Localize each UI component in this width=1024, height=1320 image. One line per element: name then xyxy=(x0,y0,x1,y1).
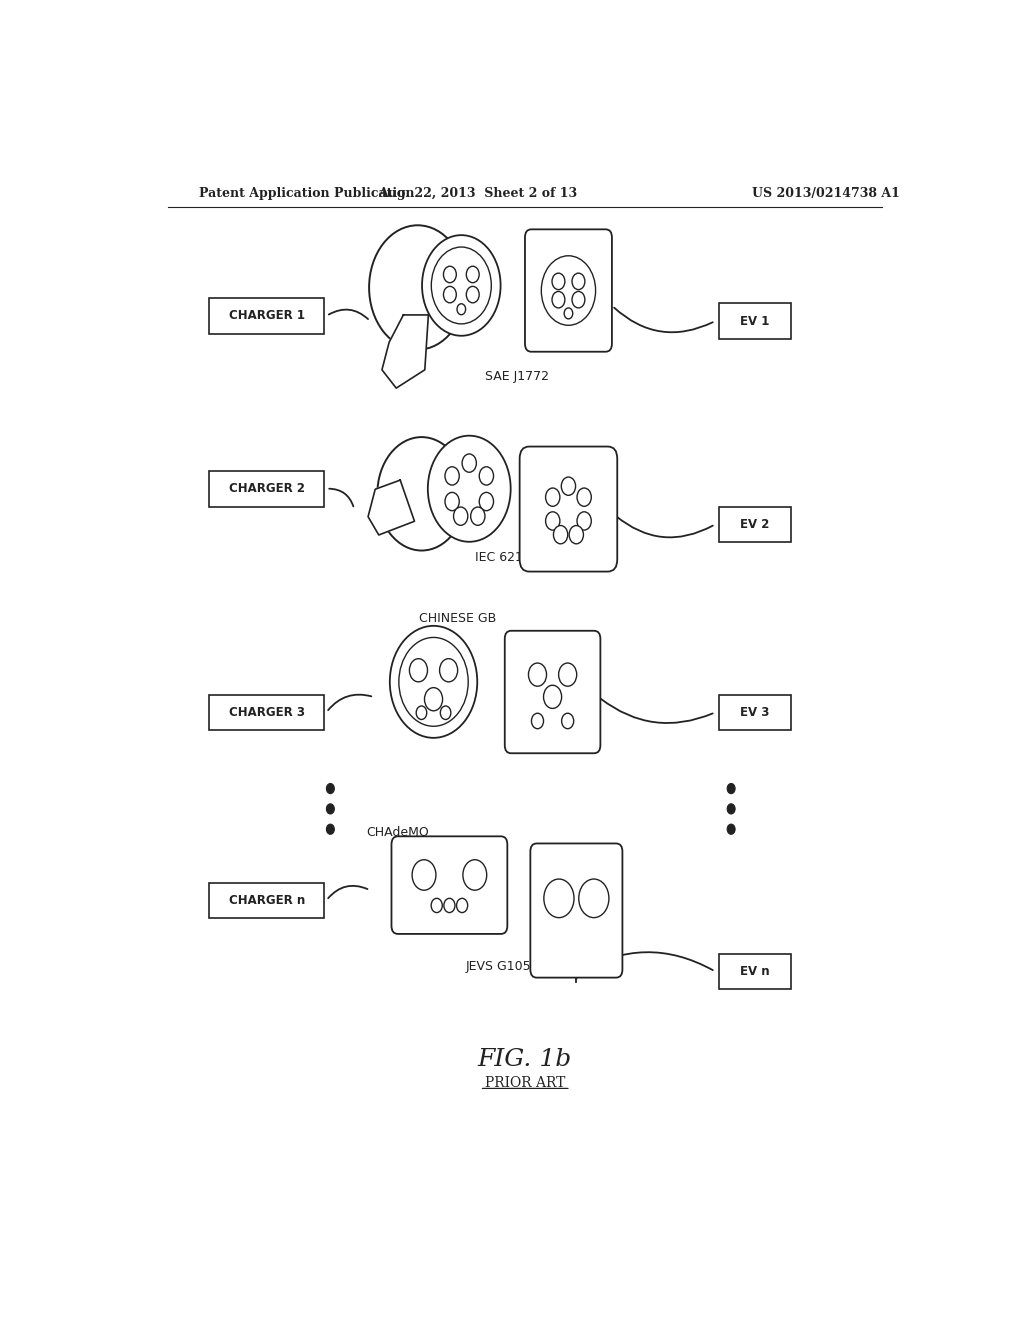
Text: CHINESE GB: CHINESE GB xyxy=(419,612,496,626)
Text: PRIOR ART: PRIOR ART xyxy=(484,1076,565,1090)
Circle shape xyxy=(577,512,591,531)
Circle shape xyxy=(727,784,735,793)
Circle shape xyxy=(412,859,436,890)
Text: IEC 62196 - 3: IEC 62196 - 3 xyxy=(475,552,559,565)
FancyBboxPatch shape xyxy=(209,883,325,919)
FancyBboxPatch shape xyxy=(505,631,600,754)
Text: Aug. 22, 2013  Sheet 2 of 13: Aug. 22, 2013 Sheet 2 of 13 xyxy=(378,187,577,201)
Circle shape xyxy=(327,784,335,793)
Circle shape xyxy=(431,899,442,912)
Circle shape xyxy=(327,824,335,834)
Circle shape xyxy=(443,899,455,912)
FancyBboxPatch shape xyxy=(391,837,507,935)
Circle shape xyxy=(454,507,468,525)
Circle shape xyxy=(466,286,479,302)
Circle shape xyxy=(431,247,492,323)
Circle shape xyxy=(378,437,466,550)
Circle shape xyxy=(457,304,466,314)
Text: FIG. 1b: FIG. 1b xyxy=(477,1048,572,1072)
Circle shape xyxy=(466,267,479,282)
Circle shape xyxy=(572,273,585,289)
Circle shape xyxy=(463,859,486,890)
FancyBboxPatch shape xyxy=(519,446,617,572)
Text: EV 3: EV 3 xyxy=(740,706,770,719)
Circle shape xyxy=(531,713,544,729)
Circle shape xyxy=(399,638,468,726)
Text: EV 1: EV 1 xyxy=(740,314,770,327)
Circle shape xyxy=(528,663,547,686)
Text: US 2013/0214738 A1: US 2013/0214738 A1 xyxy=(753,187,900,201)
Circle shape xyxy=(416,706,427,719)
FancyBboxPatch shape xyxy=(209,298,325,334)
Circle shape xyxy=(544,685,561,709)
Polygon shape xyxy=(382,315,428,388)
Circle shape xyxy=(443,286,457,302)
Circle shape xyxy=(561,477,575,495)
Circle shape xyxy=(439,659,458,682)
FancyBboxPatch shape xyxy=(719,507,791,543)
Circle shape xyxy=(479,467,494,484)
Circle shape xyxy=(462,454,476,473)
Circle shape xyxy=(542,256,596,325)
Text: EV n: EV n xyxy=(740,965,770,978)
Circle shape xyxy=(544,879,574,917)
Text: EV 2: EV 2 xyxy=(740,517,770,531)
Circle shape xyxy=(553,525,567,544)
Polygon shape xyxy=(368,480,415,535)
Circle shape xyxy=(577,488,591,507)
Circle shape xyxy=(552,273,565,289)
Circle shape xyxy=(564,308,572,319)
Circle shape xyxy=(561,713,573,729)
FancyBboxPatch shape xyxy=(209,694,325,730)
Circle shape xyxy=(572,292,585,308)
Circle shape xyxy=(546,512,560,531)
Circle shape xyxy=(552,292,565,308)
Text: CHARGER n: CHARGER n xyxy=(228,894,305,907)
Circle shape xyxy=(546,488,560,507)
Text: CHARGER 2: CHARGER 2 xyxy=(229,482,305,495)
Circle shape xyxy=(457,899,468,912)
Circle shape xyxy=(445,492,459,511)
Circle shape xyxy=(410,659,427,682)
Circle shape xyxy=(559,663,577,686)
Circle shape xyxy=(471,507,485,525)
Circle shape xyxy=(579,879,609,917)
FancyBboxPatch shape xyxy=(209,471,325,507)
Circle shape xyxy=(422,235,501,335)
Circle shape xyxy=(369,226,466,350)
FancyBboxPatch shape xyxy=(719,954,791,989)
FancyBboxPatch shape xyxy=(719,304,791,339)
Text: CHAdeMO: CHAdeMO xyxy=(367,826,429,838)
Text: CHARGER 3: CHARGER 3 xyxy=(229,706,305,719)
FancyBboxPatch shape xyxy=(525,230,612,351)
Circle shape xyxy=(327,804,335,814)
Circle shape xyxy=(479,492,494,511)
Circle shape xyxy=(443,267,457,282)
Text: JEVS G105-1993: JEVS G105-1993 xyxy=(466,960,567,973)
Circle shape xyxy=(390,626,477,738)
Circle shape xyxy=(569,525,584,544)
Text: SAE J1772: SAE J1772 xyxy=(485,371,549,383)
Circle shape xyxy=(727,804,735,814)
Circle shape xyxy=(428,436,511,541)
Circle shape xyxy=(425,688,442,710)
Circle shape xyxy=(440,706,451,719)
Circle shape xyxy=(445,467,459,484)
Text: Patent Application Publication: Patent Application Publication xyxy=(200,187,415,201)
Text: CHARGER 1: CHARGER 1 xyxy=(229,309,305,322)
FancyBboxPatch shape xyxy=(719,694,791,730)
FancyBboxPatch shape xyxy=(530,843,623,978)
Circle shape xyxy=(727,824,735,834)
